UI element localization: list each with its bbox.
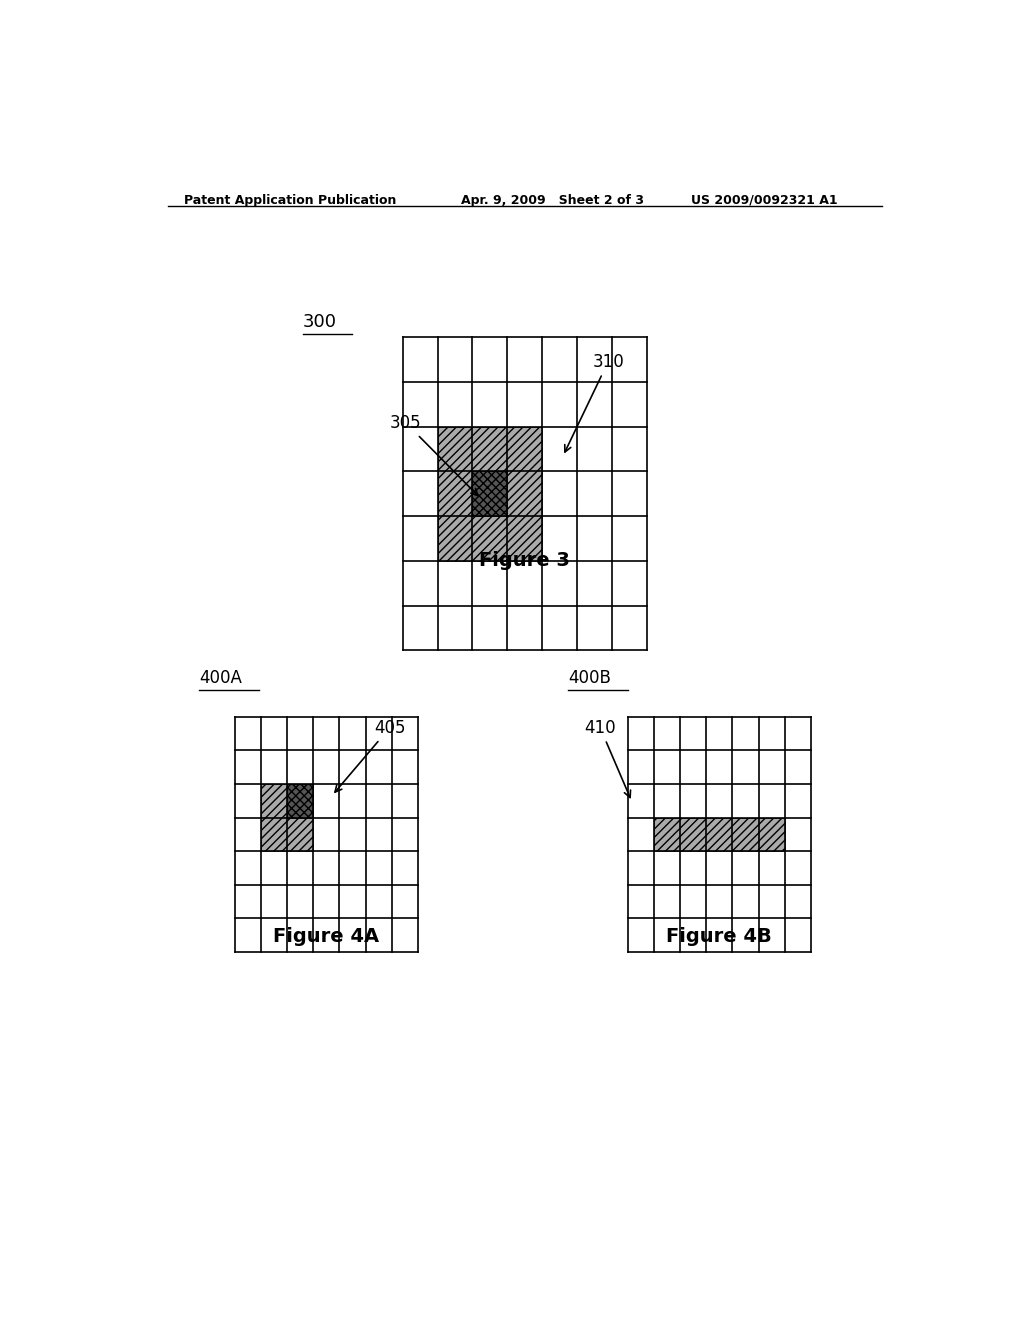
Bar — [287, 784, 313, 817]
Bar — [653, 817, 784, 851]
Bar — [287, 784, 313, 817]
Text: 300: 300 — [303, 313, 337, 331]
Text: Figure 3: Figure 3 — [479, 550, 570, 570]
Text: Patent Application Publication: Patent Application Publication — [183, 194, 396, 207]
Bar — [653, 817, 784, 851]
Text: Figure 4B: Figure 4B — [667, 927, 772, 946]
Bar — [261, 784, 313, 851]
Bar — [261, 784, 313, 851]
Text: 305: 305 — [390, 413, 478, 495]
Bar — [472, 471, 507, 516]
Text: Figure 4A: Figure 4A — [273, 927, 380, 946]
Text: 405: 405 — [335, 718, 406, 792]
Bar — [437, 426, 543, 561]
Bar — [472, 471, 507, 516]
Text: 410: 410 — [585, 718, 631, 797]
Text: 400B: 400B — [568, 669, 611, 686]
Text: US 2009/0092321 A1: US 2009/0092321 A1 — [691, 194, 838, 207]
Bar — [437, 426, 543, 561]
Text: 400A: 400A — [200, 669, 243, 686]
Text: 310: 310 — [565, 352, 624, 451]
Text: Apr. 9, 2009   Sheet 2 of 3: Apr. 9, 2009 Sheet 2 of 3 — [461, 194, 644, 207]
